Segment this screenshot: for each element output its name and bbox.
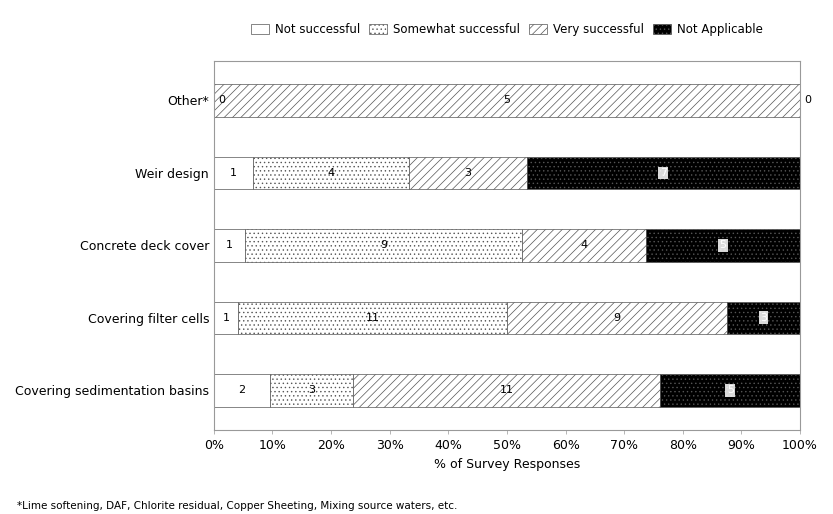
Bar <box>214 157 253 189</box>
Bar <box>214 229 245 262</box>
X-axis label: % of Survey Responses: % of Survey Responses <box>434 458 580 471</box>
Text: 3: 3 <box>308 386 315 395</box>
Text: 5: 5 <box>726 386 734 395</box>
Text: 3: 3 <box>464 168 471 178</box>
Text: 0: 0 <box>218 96 225 105</box>
Bar <box>661 374 800 407</box>
Text: 4: 4 <box>581 241 587 250</box>
Text: 5: 5 <box>720 241 726 250</box>
Bar <box>353 374 661 407</box>
Bar <box>522 229 646 262</box>
Bar <box>214 374 270 407</box>
Text: 9: 9 <box>613 313 621 323</box>
Text: 0: 0 <box>804 96 811 105</box>
Bar <box>409 157 526 189</box>
Bar <box>214 302 238 334</box>
Text: 1: 1 <box>226 241 232 250</box>
Text: 3: 3 <box>760 313 767 323</box>
Text: 1: 1 <box>222 313 230 323</box>
Bar <box>253 157 409 189</box>
Text: 9: 9 <box>380 241 387 250</box>
Bar <box>238 302 507 334</box>
Text: 7: 7 <box>660 168 667 178</box>
Text: 11: 11 <box>500 386 514 395</box>
Bar <box>507 302 726 334</box>
Bar <box>214 84 800 117</box>
Bar <box>726 302 800 334</box>
Legend: Not successful, Somewhat successful, Very successful, Not Applicable: Not successful, Somewhat successful, Ver… <box>247 19 768 41</box>
Text: 11: 11 <box>366 313 380 323</box>
Bar <box>245 229 522 262</box>
Text: 1: 1 <box>230 168 237 178</box>
Text: *Lime softening, DAF, Chlorite residual, Copper Sheeting, Mixing source waters, : *Lime softening, DAF, Chlorite residual,… <box>17 502 457 511</box>
Bar <box>270 374 353 407</box>
Text: 2: 2 <box>238 386 246 395</box>
Text: 4: 4 <box>327 168 335 178</box>
Text: 5: 5 <box>503 96 511 105</box>
Bar <box>646 229 800 262</box>
Bar <box>526 157 800 189</box>
